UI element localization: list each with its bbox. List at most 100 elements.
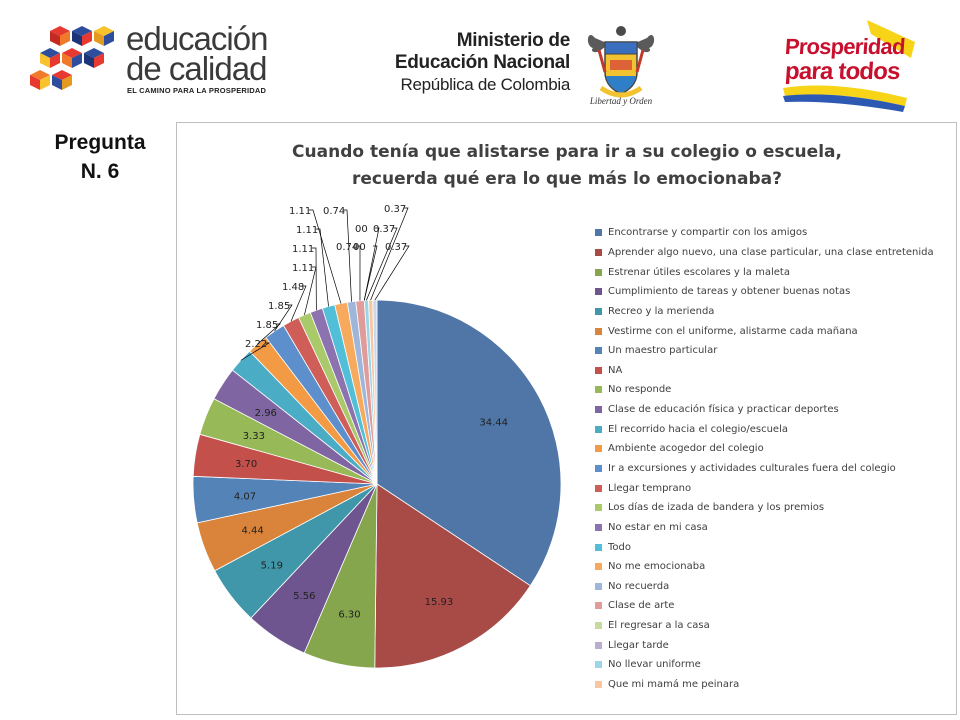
prosperidad-line1: Prosperidad — [784, 34, 906, 59]
slice-data-label: 3.33 — [243, 431, 265, 442]
legend-label: El regresar a la casa — [608, 620, 710, 632]
slice-data-label: 15.93 — [425, 597, 454, 608]
chart-title-line2: recuerda qué era lo que más lo emocionab… — [352, 169, 782, 189]
prosperidad-line2: para todos — [784, 58, 901, 85]
coat-of-arms-icon — [587, 26, 655, 98]
legend-label: Ir a excursiones y actividades culturale… — [608, 463, 896, 474]
ministry-line2: Educación Nacional — [394, 52, 570, 73]
legend-label: Un maestro particular — [608, 345, 718, 357]
slice-data-label: 0.37 — [373, 224, 395, 235]
slice-data-label: 0.37 — [385, 242, 407, 253]
legend-swatch — [595, 641, 602, 649]
leader-line — [363, 227, 380, 301]
edu-logo-line1: educación — [126, 20, 268, 57]
legend-item: Ambiente acogedor del colegio — [595, 439, 955, 459]
ministry-line1: Ministerio de — [456, 30, 571, 51]
legend-swatch — [595, 484, 602, 492]
leader-line — [370, 207, 409, 301]
pie-chart: 34.44 15.93 6.30 5.56 5.19 4.44 4.07 3.70 3.33 2.… — [192, 204, 562, 669]
slice-data-label: 0.74 — [323, 206, 345, 217]
legend-item: El recorrido hacia el colegio/escuela — [595, 419, 955, 439]
legend-swatch — [595, 366, 602, 374]
legend-swatch — [595, 425, 602, 433]
legend-swatch — [595, 248, 602, 256]
slice-data-label: 4.07 — [234, 491, 256, 502]
legend-label: NA — [608, 364, 623, 376]
legend-label: Todo — [608, 541, 631, 553]
legend-label: Clase de educación física y practicar de… — [608, 404, 839, 416]
leader-line — [312, 247, 317, 311]
chart-title-line1: Cuando tenía que alistarse para ir a su … — [292, 142, 842, 162]
legend-item: Cumplimiento de tareas y obtener buenas … — [595, 282, 955, 302]
legend-item: NA — [595, 360, 955, 380]
slice-data-label: 1.85 — [268, 301, 290, 312]
legend-swatch — [595, 347, 602, 355]
leader-line — [274, 304, 293, 332]
legend-swatch — [595, 681, 602, 689]
legend-label: Llegar temprano — [608, 482, 692, 494]
legend-swatch — [595, 563, 602, 571]
legend-swatch — [595, 504, 602, 512]
flag-ribbon-icon — [783, 20, 915, 112]
legend-swatch — [595, 307, 602, 315]
legend-item: Clase de educación física y practicar de… — [595, 400, 955, 420]
ministry-logo-text: Ministerio de Educación Nacional Repúbli… — [380, 30, 570, 96]
slice-data-label: 00 — [355, 224, 368, 235]
legend-item: Los días de izada de bandera y los premi… — [595, 498, 955, 518]
legend-swatch — [595, 582, 602, 590]
ministry-line3: República de Colombia — [400, 75, 571, 94]
slice-data-label: 0.74 — [336, 242, 358, 253]
edu-logo-line2: de calidad — [126, 50, 267, 87]
question-label-line2: N. 6 — [80, 160, 120, 183]
legend-label: No responde — [608, 384, 672, 396]
chart-legend: Encontrarse y compartir con los amigos Ap… — [595, 223, 955, 694]
legend-label: Estrenar útiles escolares y la maleta — [608, 266, 790, 278]
legend-swatch — [595, 661, 602, 669]
legend-item: Recreo y la merienda — [595, 302, 955, 322]
edu-logo-tagline: EL CAMINO PARA LA PROSPERIDAD — [127, 86, 267, 95]
legend-label: Vestirme con el uniforme, alistarme cada… — [608, 325, 858, 337]
legend-swatch — [595, 523, 602, 531]
legend-swatch — [595, 543, 602, 551]
slice-data-label: 34.44 — [479, 417, 508, 428]
header-banner: educación de calidad EL CAMINO PARA LA P… — [0, 0, 960, 118]
legend-label: No estar en mi casa — [608, 521, 708, 533]
legend-item: Estrenar útiles escolares y la maleta — [595, 262, 955, 282]
slice-data-label: 1.11 — [289, 206, 311, 217]
slice-data-label: 2.96 — [255, 408, 277, 419]
legend-item: Llegar temprano — [595, 478, 955, 498]
chart-title: Cuando tenía que alistarse para ir a su … — [237, 139, 897, 193]
legend-item: Un maestro particular — [595, 341, 955, 361]
legend-swatch — [595, 268, 602, 276]
leader-line — [304, 266, 317, 315]
leader-line — [309, 209, 342, 304]
legend-swatch — [595, 288, 602, 296]
legend-label: Encontrarse y compartir con los amigos — [608, 227, 808, 239]
legend-label: Recreo y la merienda — [608, 305, 715, 317]
legend-item: No responde — [595, 380, 955, 400]
slice-data-label: 1.11 — [292, 244, 314, 255]
legend-swatch — [595, 445, 602, 453]
legend-label: Ambiente acogedor del colegio — [608, 443, 764, 455]
legend-label: Clase de arte — [608, 600, 675, 612]
slice-data-label: 1.48 — [282, 282, 304, 293]
legend-swatch — [595, 602, 602, 610]
slice-data-label: 4.44 — [242, 526, 264, 537]
cubes-logo-icon — [30, 26, 114, 90]
prosperidad-logo: Prosperidad para todos — [775, 14, 925, 112]
leader-line — [316, 228, 329, 307]
leader-line — [374, 245, 410, 301]
legend-item: Aprender algo nuevo, una clase particula… — [595, 243, 955, 263]
slice-data-label: 0.37 — [384, 204, 406, 215]
legend-item: El regresar a la casa — [595, 616, 955, 636]
legend-label: Llegar tarde — [608, 639, 669, 651]
leader-line — [366, 227, 398, 301]
legend-item: Todo — [595, 537, 955, 557]
legend-swatch — [595, 406, 602, 414]
leader-line — [363, 245, 378, 301]
legend-swatch — [595, 386, 602, 394]
slice-data-label: 5.56 — [293, 591, 315, 602]
leader-line — [343, 209, 352, 302]
legend-label: Que mi mamá me peinara — [608, 679, 740, 691]
legend-label: Aprender algo nuevo, una clase particula… — [608, 246, 934, 258]
